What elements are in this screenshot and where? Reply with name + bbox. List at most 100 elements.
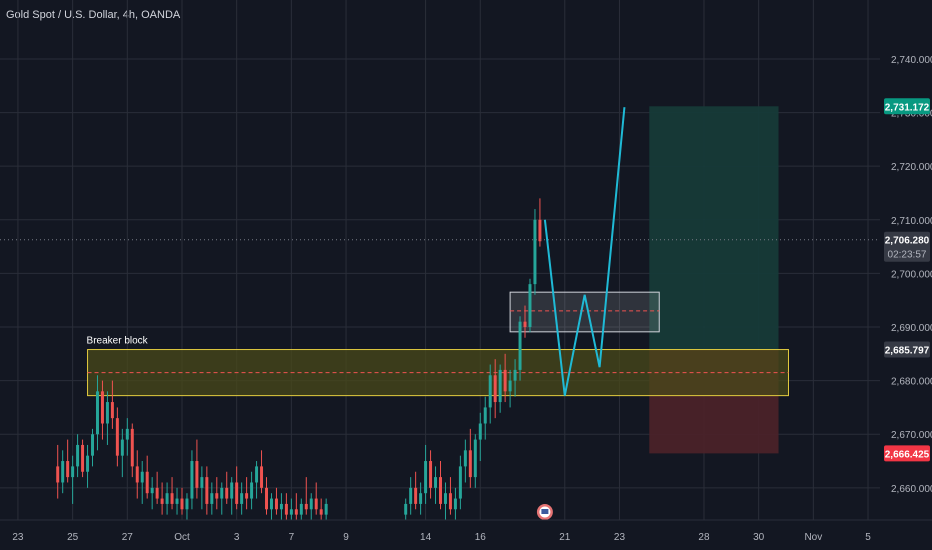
candle-body <box>230 482 234 499</box>
candle-body <box>493 375 497 403</box>
candle-body <box>274 498 278 510</box>
price-tag-0-box <box>884 98 930 115</box>
candle-body <box>468 450 472 478</box>
candle-body <box>284 503 288 515</box>
candle-body <box>319 509 323 515</box>
candle-body <box>110 402 114 419</box>
current-price-tag-box <box>884 231 930 262</box>
candle-body <box>210 493 214 504</box>
candle-body <box>414 487 418 504</box>
candle-body <box>299 503 303 515</box>
breaker-block-label: Breaker block <box>87 336 149 347</box>
candle-body <box>409 487 413 504</box>
candle-body <box>498 369 502 403</box>
price-tick-label: 2,700.000 <box>891 269 932 280</box>
candle-body <box>100 391 104 424</box>
time-tick-label: 23 <box>12 532 24 543</box>
drawing-overlays <box>0 107 880 520</box>
candle-body <box>135 466 139 483</box>
candle-body <box>120 439 124 456</box>
candle-body <box>518 321 522 370</box>
candle-body <box>225 487 229 499</box>
candle-body <box>220 487 224 499</box>
candle-body <box>538 219 542 242</box>
candle-body <box>528 284 532 328</box>
candle-body <box>439 477 442 504</box>
time-tick-label: 7 <box>289 532 295 543</box>
candle-body <box>81 444 85 472</box>
candle-body <box>95 391 99 435</box>
trade-zones: Breaker block <box>87 106 789 454</box>
time-tick-label: 21 <box>559 532 571 543</box>
time-tick-label: 14 <box>420 532 432 543</box>
time-tick-label: 9 <box>343 532 349 543</box>
price-tick-label: 2,660.000 <box>891 484 932 495</box>
candle-body <box>260 466 264 488</box>
candle-body <box>195 461 199 488</box>
candle-body <box>66 461 70 478</box>
time-tick-label: Nov <box>804 532 822 543</box>
candle-body <box>503 369 507 392</box>
candle-body <box>265 487 268 510</box>
price-tag-1-box <box>884 341 930 358</box>
price-tick-label: 2,680.000 <box>891 377 932 388</box>
candle-body <box>314 498 318 510</box>
candle-body <box>294 509 298 515</box>
candle-body <box>76 444 80 467</box>
time-axis[interactable]: 23 25 27 Oct 3 7 9 14 16 21 23 28 30 Nov 5 <box>0 519 932 550</box>
candle-body <box>453 498 457 510</box>
candle-body <box>488 375 492 408</box>
price-tick-label: 2,690.000 <box>891 323 932 334</box>
candle-body <box>115 418 119 456</box>
candle-body <box>91 434 95 456</box>
candle-body <box>304 503 308 510</box>
candle-body <box>105 402 109 424</box>
candle-body <box>200 477 204 488</box>
candle-body <box>443 493 447 504</box>
candle-body <box>250 482 254 499</box>
candle-body <box>309 498 313 510</box>
candle-body <box>463 450 467 467</box>
candle-body <box>61 461 65 483</box>
candle-body <box>130 428 134 467</box>
candle-body <box>478 423 482 440</box>
candle-body <box>424 461 428 494</box>
candle-body <box>150 487 154 494</box>
candle-body <box>404 503 408 515</box>
price-tag-2-text: 2,666.425 <box>885 449 930 460</box>
price-axis[interactable]: 2,740.0002,730.0002,720.0002,710.0002,70… <box>880 0 932 550</box>
target-zone <box>649 106 779 350</box>
price-tick-label: 2,670.000 <box>891 430 932 441</box>
candle-body <box>279 503 283 510</box>
candle-body <box>145 471 149 494</box>
time-tick-label: Oct <box>174 532 190 543</box>
candle-body <box>155 487 159 499</box>
time-axis-panel <box>0 520 932 550</box>
candle-body <box>255 466 259 483</box>
price-tag-1-text: 2,685.797 <box>885 346 930 357</box>
time-tick-label: 3 <box>234 532 240 543</box>
time-tick-label: 28 <box>698 532 710 543</box>
candle-body <box>289 509 293 515</box>
candle-body <box>140 471 144 483</box>
candle-body <box>429 461 433 488</box>
candle-series <box>56 198 542 526</box>
price-tick-label: 2,740.000 <box>891 55 932 66</box>
price-tags: 2,731.172 2,685.797 2,666.425 2,706.280 02:2… <box>884 98 930 462</box>
candle-body <box>473 439 477 478</box>
time-tick-label: 27 <box>122 532 134 543</box>
chart-title: Gold Spot / U.S. Dollar, 4h, OANDA <box>6 9 181 21</box>
candle-body <box>419 493 423 504</box>
current-price-text: 2,706.280 <box>885 236 930 247</box>
time-tick-label: 5 <box>865 532 871 543</box>
candle-body <box>523 321 527 328</box>
candle-body <box>245 493 249 499</box>
price-tick-label: 2,720.000 <box>891 162 932 173</box>
flag-icon <box>536 504 553 520</box>
countdown-text: 02:23:57 <box>888 250 927 261</box>
candle-body <box>240 493 244 504</box>
candle-body <box>269 498 273 510</box>
candle-body <box>434 477 438 488</box>
candle-body <box>165 493 169 504</box>
